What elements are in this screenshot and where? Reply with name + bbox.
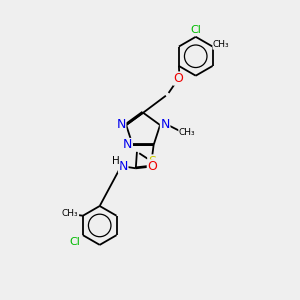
Text: S: S	[148, 155, 156, 168]
Text: Cl: Cl	[69, 237, 80, 247]
Text: Cl: Cl	[191, 25, 202, 35]
Text: O: O	[147, 160, 157, 173]
Text: O: O	[173, 72, 183, 85]
Text: H: H	[112, 156, 120, 166]
Text: N: N	[123, 139, 132, 152]
Text: N: N	[160, 118, 170, 130]
Text: N: N	[116, 118, 126, 130]
Text: CH₃: CH₃	[62, 209, 79, 218]
Text: N: N	[118, 160, 128, 173]
Text: CH₃: CH₃	[213, 40, 230, 49]
Text: CH₃: CH₃	[179, 128, 195, 137]
